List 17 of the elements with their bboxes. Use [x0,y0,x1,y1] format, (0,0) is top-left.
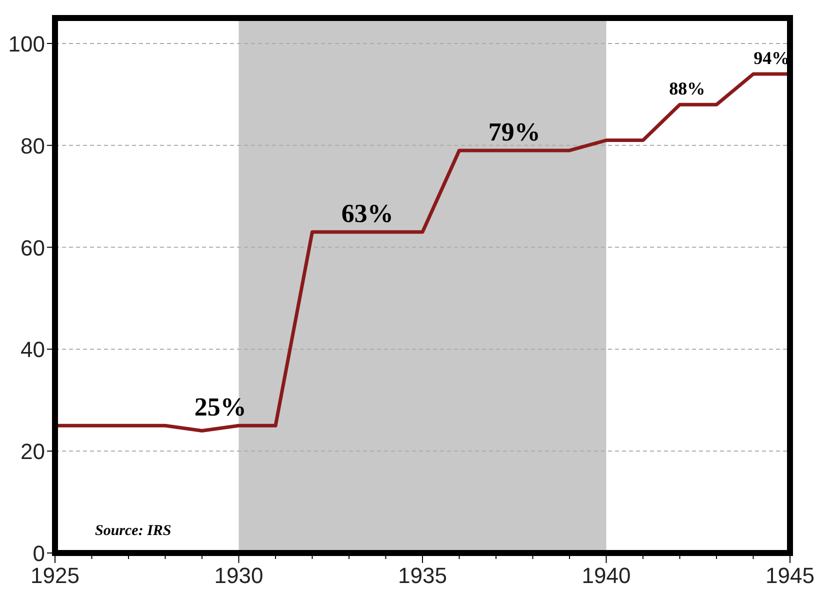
annotation: 94% [754,48,790,68]
x-tick-label: 1945 [766,563,814,588]
y-tick-label: 80 [20,133,45,158]
x-tick-label: 1925 [30,563,80,588]
x-tick-label: 1930 [214,563,264,588]
y-tick-label: 60 [20,235,45,260]
y-tick-label: 40 [20,337,45,362]
x-tick-label: 1935 [398,563,447,588]
x-tick-label: 1940 [582,563,631,588]
y-tick-label: 100 [8,31,45,56]
annotation: Source: IRS [95,523,172,539]
annotation: 25% [194,392,246,422]
annotation: 88% [669,78,706,99]
y-tick-label: 0 [32,541,45,566]
y-tick-label: 20 [20,439,45,464]
annotation: 79% [488,117,540,146]
annotation: 63% [341,199,394,228]
